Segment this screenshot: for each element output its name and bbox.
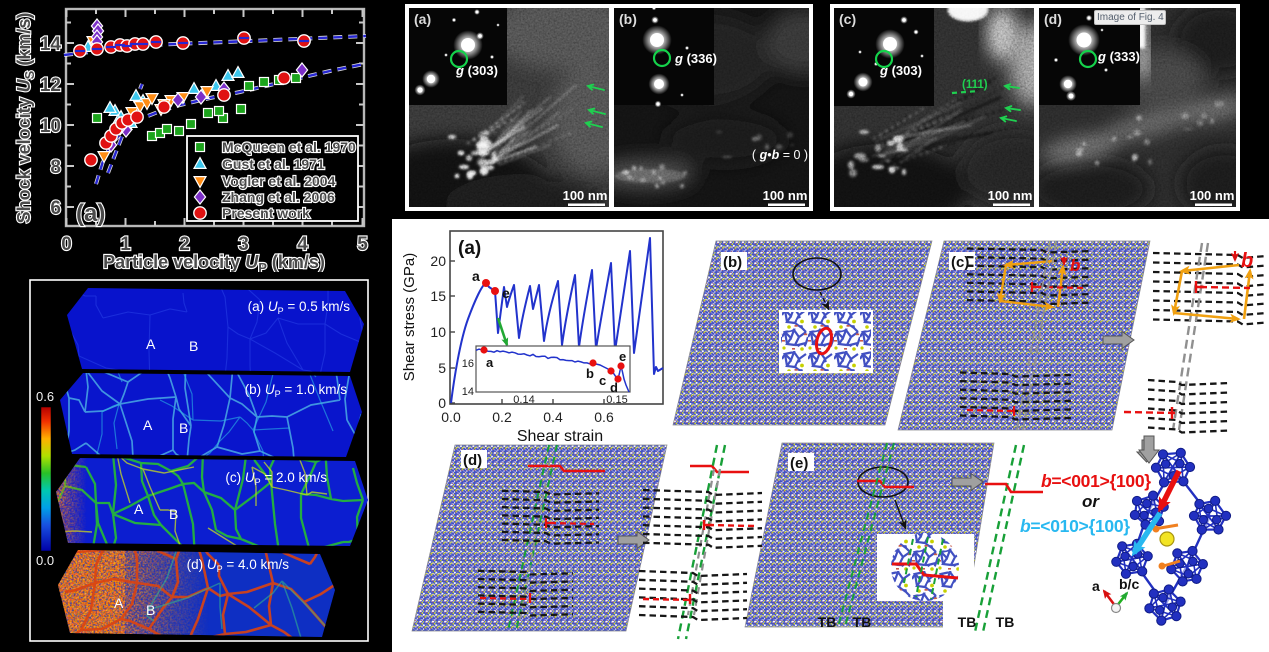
svg-text:b=<001>{100}: b=<001>{100} [1041,471,1151,491]
svg-text:c: c [599,373,606,388]
svg-text:12: 12 [40,75,61,96]
svg-text:d: d [610,380,618,395]
svg-text:Particle velocity UP (km/s): Particle velocity UP (km/s) [103,252,325,272]
svg-text:0.6: 0.6 [594,409,614,425]
svg-text:8: 8 [50,157,61,178]
svg-text:Shear strain: Shear strain [517,428,603,445]
svg-text:B: B [146,602,155,618]
svg-text:TB: TB [818,614,837,630]
svg-text:(d): (d) [463,452,482,469]
svg-text:(c): (c) [839,11,856,27]
svg-text:0.0: 0.0 [36,553,54,568]
svg-text:g (336): g (336) [674,51,717,66]
svg-text:100 nm: 100 nm [563,188,608,203]
svg-text:a: a [486,355,494,370]
svg-text:Present work: Present work [222,205,310,221]
svg-text:TB: TB [958,614,977,630]
svg-text:(c): (c) [951,254,969,271]
svg-text:A: A [114,595,124,611]
svg-text:e: e [502,285,510,301]
svg-text:15: 15 [430,288,446,304]
svg-text:A: A [134,501,144,517]
svg-text:(c) UP = 2.0 km/s: (c) UP = 2.0 km/s [225,470,327,487]
svg-text:or: or [1082,492,1100,511]
svg-text:(d): (d) [1044,11,1062,27]
svg-text:Shear stress (GPa): Shear stress (GPa) [401,253,418,381]
svg-text:b: b [586,366,594,381]
svg-text:b/c: b/c [1119,576,1139,592]
svg-text:14: 14 [40,34,62,55]
svg-text:6: 6 [50,198,61,219]
svg-text:b=<010>{100}: b=<010>{100} [1020,516,1130,536]
svg-text:a: a [1092,578,1100,594]
svg-text:100 nm: 100 nm [988,188,1033,203]
svg-text:b: b [1241,250,1253,272]
svg-text:(b) UP = 1.0 km/s: (b) UP = 1.0 km/s [245,382,348,399]
svg-text:0.0: 0.0 [441,409,461,425]
svg-text:0.15: 0.15 [606,394,627,406]
svg-text:Gust et al. 1971: Gust et al. 1971 [222,156,325,172]
svg-text:(a): (a) [458,238,481,259]
svg-text:g (303): g (303) [879,63,922,78]
svg-text:5: 5 [357,234,368,255]
svg-text:TB: TB [853,614,872,630]
svg-text:100 nm: 100 nm [1190,188,1235,203]
svg-text:B: B [169,506,178,522]
svg-text:0: 0 [61,234,72,255]
svg-text:g (333): g (333) [1097,49,1140,64]
svg-text:5: 5 [438,360,446,376]
svg-text:(111): (111) [962,79,988,91]
svg-text:A: A [146,336,156,352]
svg-text:100 nm: 100 nm [763,188,808,203]
svg-text:(b): (b) [723,254,742,271]
svg-text:0.6: 0.6 [36,389,54,404]
svg-text:McQueen et al. 1970: McQueen et al. 1970 [222,139,356,155]
svg-text:(a) UP = 0.5 km/s: (a) UP = 0.5 km/s [248,299,351,316]
svg-text:Zhang et al. 2006: Zhang et al. 2006 [222,189,335,205]
svg-text:g (303): g (303) [455,63,498,78]
svg-text:Vogler et al. 2004: Vogler et al. 2004 [222,173,336,189]
svg-text:1: 1 [120,234,131,255]
svg-text:A: A [143,417,153,433]
svg-text:10: 10 [430,324,446,340]
svg-text:(a): (a) [414,11,431,27]
svg-text:( g•b = 0 ): ( g•b = 0 ) [752,148,808,162]
svg-text:14: 14 [462,386,474,398]
svg-text:Shock velocity US (km/s): Shock velocity US (km/s) [14,13,37,224]
svg-text:(d) UP = 4.0 km/s: (d) UP = 4.0 km/s [187,557,290,574]
svg-text:0.2: 0.2 [492,409,512,425]
svg-text:TB: TB [996,614,1015,630]
svg-text:0.4: 0.4 [543,409,563,425]
svg-text:b: b [1070,256,1080,275]
svg-text:0.14: 0.14 [513,394,534,406]
svg-text:(b): (b) [619,11,637,27]
svg-text:4: 4 [297,234,308,255]
svg-text:(a): (a) [76,200,105,227]
svg-text:0: 0 [438,395,446,411]
svg-text:a: a [472,268,480,284]
svg-text:e: e [619,349,626,364]
svg-text:2: 2 [179,234,190,255]
svg-text:20: 20 [430,253,446,269]
svg-text:3: 3 [238,234,249,255]
svg-text:B: B [189,338,198,354]
svg-text:B: B [179,420,188,436]
svg-text:10: 10 [40,116,61,137]
svg-text:(e): (e) [790,455,808,472]
svg-text:16: 16 [462,358,474,370]
